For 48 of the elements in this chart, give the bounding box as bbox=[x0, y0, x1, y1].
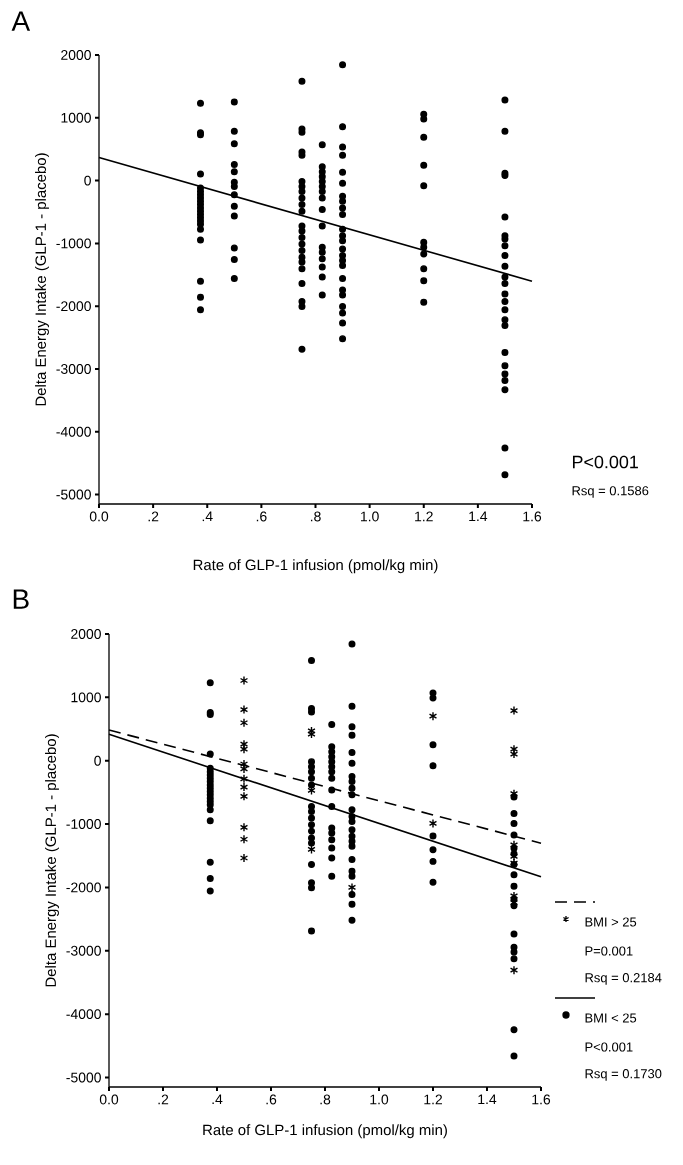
x-tick-label: .6 bbox=[266, 1094, 277, 1105]
x-tick-label: .4 bbox=[202, 511, 213, 522]
y-tick-label: 0 bbox=[94, 755, 101, 766]
x-tick-label: 1.0 bbox=[370, 1094, 389, 1105]
x-tick-label: 1.2 bbox=[415, 511, 433, 522]
y-tick-label: 1000 bbox=[61, 112, 91, 123]
x-tick-label: 1.0 bbox=[360, 511, 379, 522]
y-tick-label: 1000 bbox=[71, 692, 101, 703]
y-axis-title: Delta Energy Intake (GLP-1 - placebo) bbox=[45, 734, 59, 987]
y-tick-label: -1000 bbox=[66, 819, 101, 829]
x-tick-label: .6 bbox=[256, 511, 267, 522]
chart-title: B bbox=[13, 589, 29, 609]
y-tick-label: -2000 bbox=[56, 301, 91, 312]
text: P<0.001 bbox=[585, 1042, 633, 1052]
text: Rsq = 0.2184 bbox=[585, 973, 662, 985]
y-tick-label: -3000 bbox=[56, 364, 91, 374]
y-tick-label: 2000 bbox=[71, 629, 101, 639]
legend-label: BMI < 25 bbox=[585, 1013, 637, 1023]
y-tick-label: -5000 bbox=[56, 489, 91, 500]
y-tick-label: -3000 bbox=[66, 945, 101, 956]
x-tick-label: .4 bbox=[212, 1094, 223, 1105]
text: Rsq = 0.1730 bbox=[585, 1069, 662, 1081]
x-tick-label: .2 bbox=[158, 1094, 169, 1105]
x-tick-label: .8 bbox=[310, 511, 321, 522]
x-tick-label: 1.4 bbox=[478, 1094, 497, 1105]
x-tick-label: 1.4 bbox=[469, 511, 488, 522]
text: P=0.001 bbox=[585, 946, 633, 956]
x-tick-label: 1.6 bbox=[523, 511, 542, 522]
x-tick-label: 0.0 bbox=[89, 511, 109, 522]
x-axis-title: Rate of GLP-1 infusion (pmol/kg min) bbox=[193, 559, 438, 574]
x-tick-label: 0.0 bbox=[99, 1094, 119, 1105]
y-tick-label: -1000 bbox=[56, 238, 91, 249]
y-axis-title: Delta Energy Intake (GLP-1 - placebo) bbox=[35, 153, 49, 406]
text: P<0.001 bbox=[572, 455, 638, 469]
x-tick-label: 1.2 bbox=[424, 1094, 442, 1105]
chart-title: A bbox=[11, 11, 31, 31]
y-tick-label: 0 bbox=[84, 175, 91, 186]
text: Rsq = 0.1586 bbox=[572, 486, 649, 498]
y-tick-label: 2000 bbox=[61, 50, 91, 60]
x-tick-label: .8 bbox=[320, 1094, 331, 1105]
y-tick-label: -5000 bbox=[66, 1072, 101, 1083]
y-tick-label: -2000 bbox=[66, 882, 101, 893]
legend-label: BMI > 25 bbox=[585, 917, 637, 927]
y-tick-label: -4000 bbox=[66, 1009, 101, 1020]
y-tick-label: -4000 bbox=[56, 426, 91, 437]
x-tick-label: .2 bbox=[148, 511, 159, 522]
x-tick-label: 1.6 bbox=[532, 1094, 551, 1105]
x-axis-title: Rate of GLP-1 infusion (pmol/kg min) bbox=[203, 1124, 447, 1139]
